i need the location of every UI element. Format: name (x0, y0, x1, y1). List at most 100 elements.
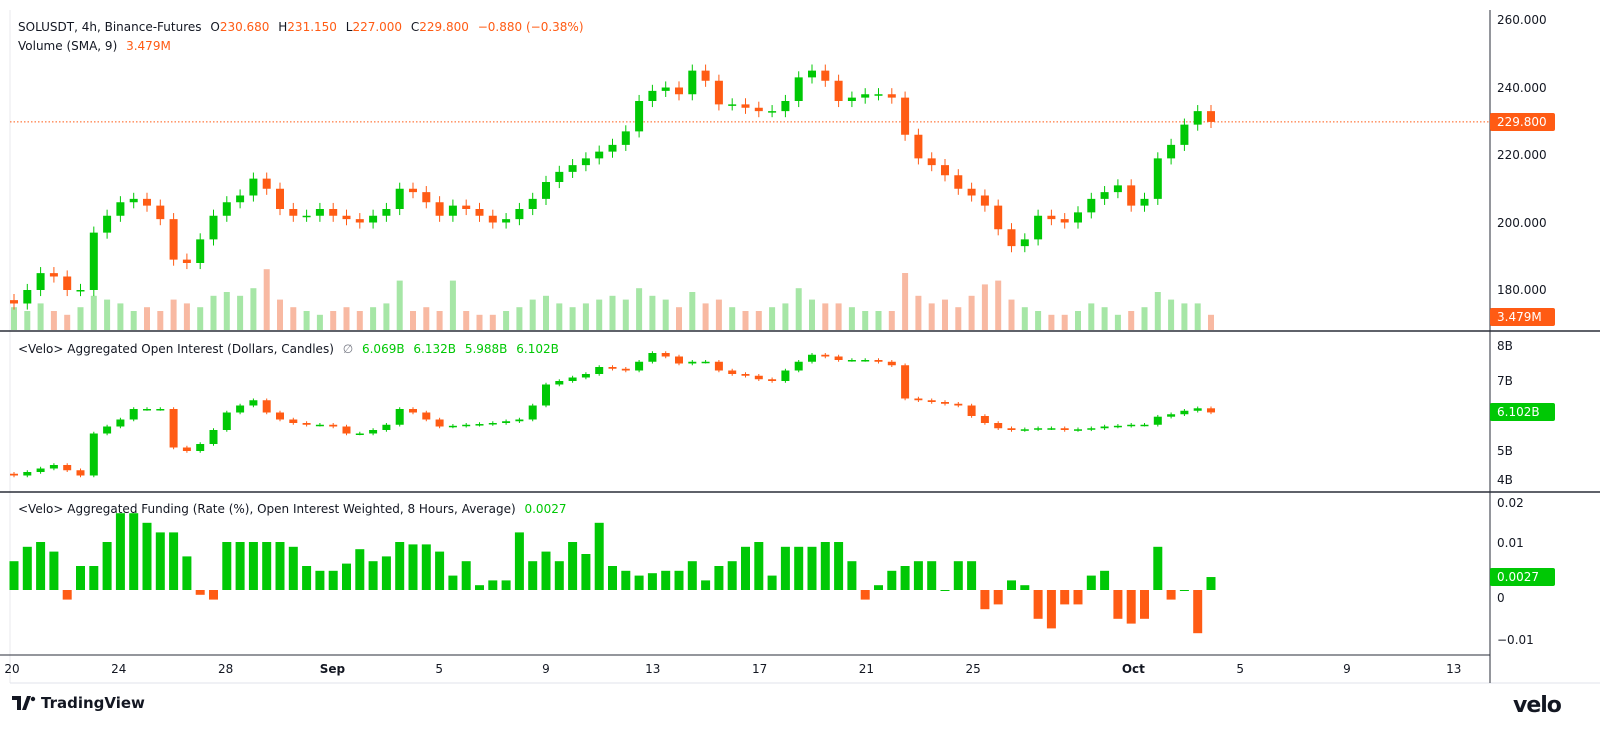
volume-bar (117, 303, 124, 330)
time-tick: 9 (542, 662, 550, 676)
price-candle (63, 276, 72, 290)
price-candle (595, 151, 604, 159)
price-candle (10, 300, 18, 304)
oi-candle (608, 367, 617, 369)
price-tick: 200.000 (1497, 216, 1547, 230)
oi-candle (808, 354, 816, 362)
price-candle (1113, 185, 1122, 193)
oi-candle (116, 419, 125, 427)
funding-bar (115, 513, 125, 590)
funding-bar (222, 542, 232, 590)
price-candle (143, 198, 151, 206)
ohlc-high: H231.150 (278, 20, 337, 34)
price-candle (648, 90, 657, 101)
time-tick: 28 (217, 662, 234, 676)
funding-bar (647, 573, 657, 590)
funding-bar (1046, 590, 1056, 629)
price-candle (209, 215, 218, 240)
oi-candle (901, 365, 910, 399)
funding-bar (701, 580, 711, 590)
volume-bar (370, 307, 377, 330)
oi-candle (847, 360, 856, 362)
funding-legend-label[interactable]: <Velo> Aggregated Funding (Rate (%), Ope… (18, 502, 516, 516)
funding-bar (169, 532, 179, 590)
volume-bar (449, 280, 456, 330)
funding-tag: 0.0027 (1490, 568, 1555, 586)
volume-bar (503, 311, 510, 330)
volume-bar (197, 307, 204, 330)
volume-bar (77, 307, 84, 330)
oi-candle (980, 416, 989, 423)
oi-symbol: ∅ (342, 342, 354, 356)
price-candle (1207, 111, 1215, 122)
oi-candle (1007, 428, 1016, 430)
price-candle (435, 202, 444, 216)
volume-bar (543, 295, 549, 330)
tradingview-logo[interactable]: TradingView (12, 694, 145, 712)
oi-candle (1153, 416, 1162, 425)
volume-bar (516, 307, 523, 330)
tradingview-logo-text: TradingView (41, 694, 145, 712)
oi-candle (262, 400, 271, 413)
funding-bar (1126, 590, 1136, 624)
oi-candle (887, 361, 896, 366)
oi-candle (874, 360, 883, 362)
price-candle (675, 87, 683, 95)
oi-candle (462, 424, 471, 427)
price-candle (688, 70, 697, 95)
volume-bar (689, 292, 696, 330)
price-candle (1060, 219, 1069, 223)
volume-bar (436, 311, 443, 330)
oi-candle (395, 409, 404, 425)
funding-bar (355, 549, 365, 590)
oi-candle (688, 361, 697, 364)
funding-bar (847, 561, 857, 590)
tradingview-logo-icon (12, 696, 36, 710)
oi-candle (515, 419, 524, 422)
volume-legend-label[interactable]: Volume (SMA, 9) (18, 39, 118, 53)
volume-bar (702, 303, 709, 330)
funding-bar (780, 546, 790, 590)
oi-candle (595, 367, 604, 374)
funding-bar (993, 590, 1003, 605)
volume-bar (1168, 299, 1175, 330)
price-candle (1153, 158, 1162, 199)
funding-bar (913, 561, 923, 590)
volume-bar (755, 311, 762, 330)
oi-candle (49, 465, 58, 469)
price-candle (821, 70, 830, 81)
price-tick: 260.000 (1497, 13, 1547, 27)
price-candle (980, 195, 989, 206)
funding-bar (395, 542, 405, 590)
volume-bar (981, 284, 988, 330)
symbol-title[interactable]: SOLUSDT, 4h, Binance-Futures (18, 20, 202, 34)
oi-candle (1020, 429, 1029, 431)
price-candle (329, 209, 338, 216)
price-candle (369, 215, 378, 223)
price-candle (116, 202, 125, 216)
funding-bar (741, 546, 750, 590)
oi-candle (289, 419, 298, 423)
volume-bar (636, 288, 643, 330)
time-tick: 13 (645, 662, 661, 676)
last-price-tag: 229.800 (1490, 113, 1555, 131)
funding-bar (714, 566, 724, 590)
oi-candle (448, 425, 457, 428)
oi-candle (89, 433, 98, 476)
oi-candle (781, 370, 790, 381)
volume-bar (569, 307, 576, 330)
oi-legend-label[interactable]: <Velo> Aggregated Open Interest (Dollars… (18, 342, 334, 356)
funding-bar (794, 546, 804, 590)
oi-candle (621, 368, 630, 371)
funding-bar (581, 554, 591, 590)
volume-bar (330, 311, 337, 330)
price-candle (834, 80, 843, 101)
price-tick: 180.000 (1497, 283, 1547, 297)
volume-bar (50, 311, 57, 330)
oi-candle (1060, 428, 1069, 430)
funding-bar (1113, 590, 1123, 619)
volume-bar (383, 303, 390, 330)
price-candle (741, 104, 750, 108)
volume-bar (223, 292, 230, 330)
